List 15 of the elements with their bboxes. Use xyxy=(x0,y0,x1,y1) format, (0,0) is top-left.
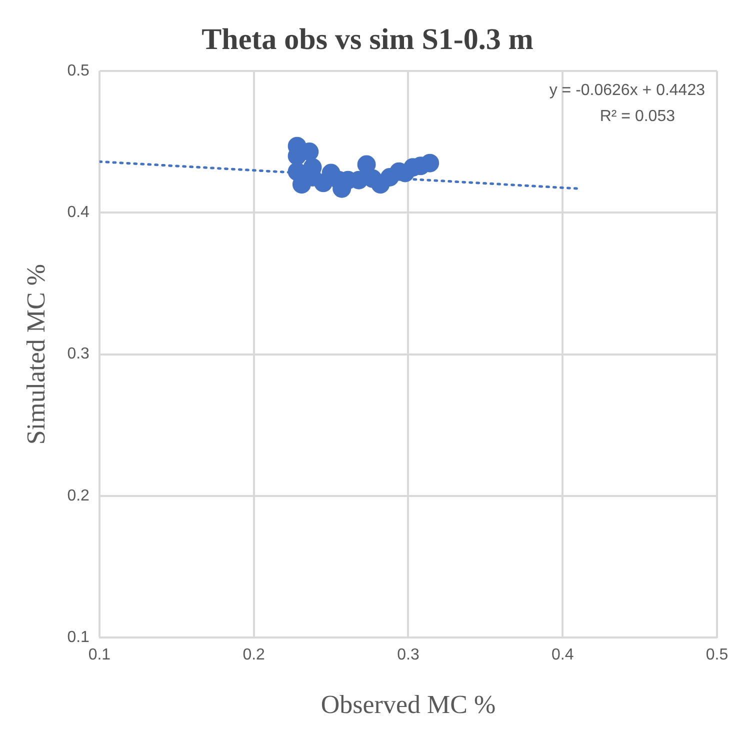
x-tick-label: 0.3 xyxy=(397,646,420,664)
x-tick-label: 0.4 xyxy=(551,646,574,664)
annotation: y = -0.0626x + 0.4423 xyxy=(549,82,706,99)
chart-title: Theta obs vs sim S1-0.3 m xyxy=(202,22,534,56)
y-axis-title: Simulated MC % xyxy=(21,264,50,445)
y-tick-label: 0.2 xyxy=(67,487,90,504)
annotation: R² = 0.053 xyxy=(600,108,676,125)
y-tick-label: 0.5 xyxy=(67,62,90,80)
x-tick-label: 0.1 xyxy=(88,646,111,664)
x-axis-title: Observed MC % xyxy=(320,690,496,720)
x-tick-label: 0.2 xyxy=(242,646,266,664)
y-tick-label: 0.3 xyxy=(67,346,90,363)
x-tick-label: 0.5 xyxy=(706,646,728,664)
y-tick-label: 0.1 xyxy=(67,629,90,646)
y-tick-label: 0.4 xyxy=(67,204,90,222)
